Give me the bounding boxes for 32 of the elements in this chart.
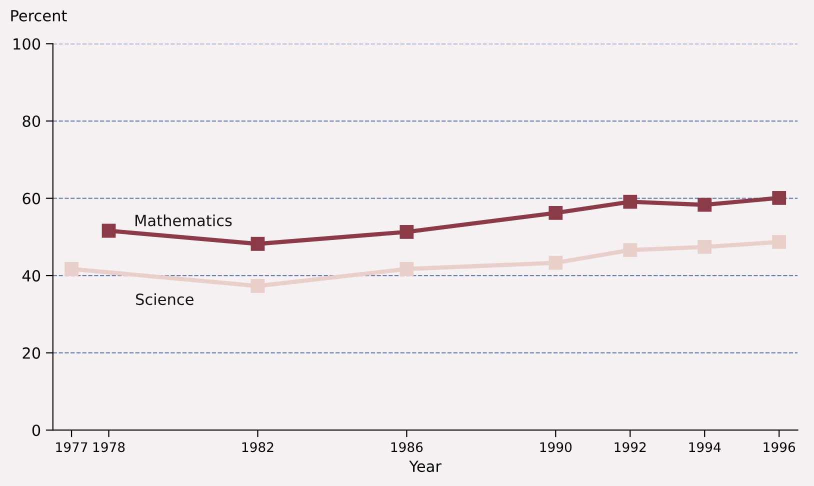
point xyxy=(698,240,712,254)
x-tick-label: 1992 xyxy=(614,442,646,452)
x-tick-label: 1982 xyxy=(242,442,274,452)
x-tick-label: 1990 xyxy=(540,442,572,452)
point xyxy=(250,236,265,251)
point xyxy=(64,262,78,276)
point xyxy=(548,206,563,220)
point xyxy=(250,279,265,293)
point xyxy=(698,198,712,212)
y-axis-title: Percent xyxy=(11,10,67,22)
x-tick-label: 1996 xyxy=(764,442,796,452)
point xyxy=(623,194,638,209)
point xyxy=(400,224,414,239)
x-tick-label: 1977 xyxy=(56,442,88,452)
y-tick-label: 80 xyxy=(22,115,40,128)
point xyxy=(772,235,786,249)
y-tick-label: 100 xyxy=(14,38,40,50)
x-tick-label: 1978 xyxy=(93,442,125,452)
series-label: Science xyxy=(136,293,194,306)
point xyxy=(400,262,414,276)
y-tick-label: 60 xyxy=(22,192,40,204)
y-tick-label: 0 xyxy=(32,424,40,436)
x-tick-label: 1986 xyxy=(391,442,423,452)
point xyxy=(772,190,786,205)
series-label: Mathematics xyxy=(136,214,232,226)
x-axis-title: Year xyxy=(409,460,442,472)
point xyxy=(623,243,638,258)
y-tick-label: 40 xyxy=(22,270,40,282)
y-tick-label: 20 xyxy=(22,347,40,359)
point xyxy=(548,256,563,270)
x-tick-label: 1994 xyxy=(689,442,721,452)
point xyxy=(102,224,116,238)
